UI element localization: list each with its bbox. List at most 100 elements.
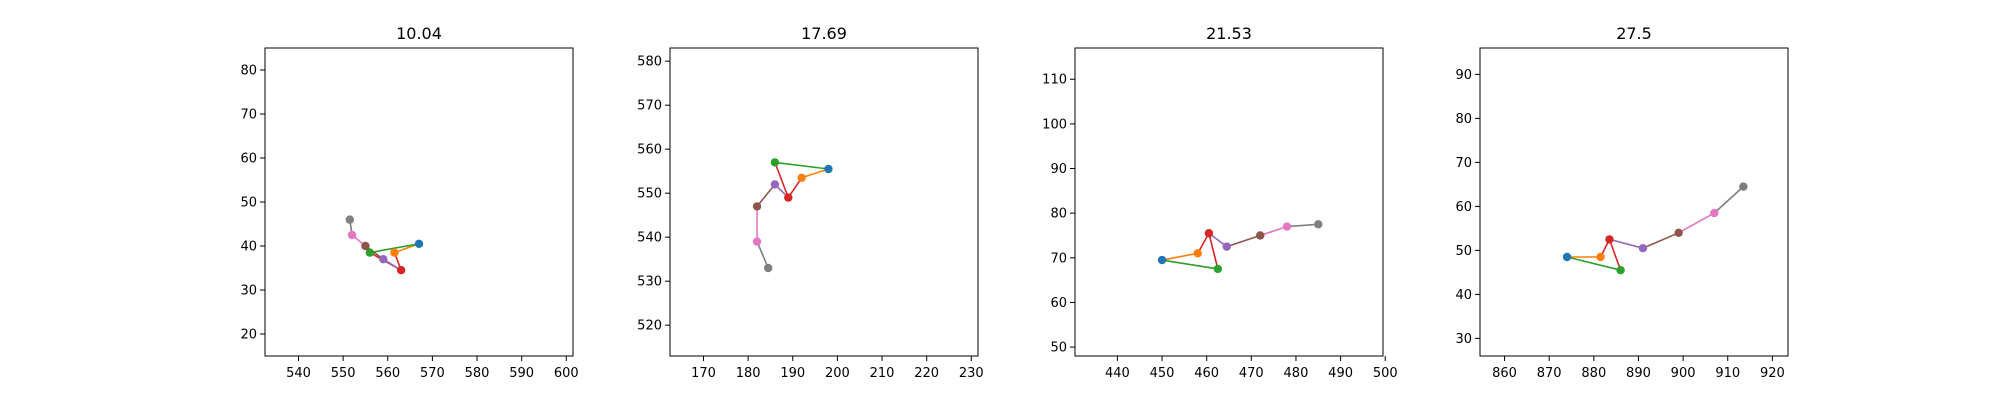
subplot-4-x-tick-label: 880 [1581,366,1606,381]
subplot-2-point [770,180,780,189]
subplot-3-point [1193,249,1202,258]
subplot-4-edge [1642,232,1679,249]
subplot-1-point [365,248,375,257]
subplot-3-y-tick-label: 110 [1042,73,1067,88]
subplot-2-point [752,202,762,211]
subplot-1-edge [369,243,420,254]
subplot-4-point [1710,208,1719,218]
subplot-4-y-tick-label: 50 [1455,244,1472,259]
subplot-4-edge [1608,239,1622,271]
subplot-2-y-tick-label: 540 [637,231,662,246]
subplot-3-y-tick-label: 50 [1050,341,1067,356]
subplot-3-edge [1226,234,1261,248]
subplot-4-edge [1566,256,1621,271]
subplot-4-point [1674,228,1683,237]
subplot-3-point [1157,255,1167,265]
subplot-3-x-tick-label: 450 [1150,366,1175,381]
subplot-3-y-tick-label: 80 [1050,207,1067,222]
subplot-4-point [1638,244,1648,253]
subplot-2-y-tick-label: 520 [637,319,662,334]
subplot-4-point [1596,252,1605,262]
subplot-4-point [1739,182,1748,191]
subplot-2-x-tick-label: 210 [870,366,895,381]
subplot-4-edge [1713,186,1744,214]
subplot-4-point [1616,266,1625,275]
subplot-1-y-tick-label: 80 [240,64,257,79]
subplot-2-x-tick-label: 170 [691,366,716,381]
subplot-3-x-tick-label: 500 [1373,366,1398,381]
subplot-3-title: 21.53 [1206,24,1252,43]
subplot-2-axes-frame [669,47,979,357]
subplot-2-x-tick-label: 180 [736,366,761,381]
subplot-3-point [1314,220,1323,229]
subplot-4-y-tick-label: 60 [1455,200,1472,215]
subplot-1-y-tick-label: 20 [240,328,257,343]
subplot-1: 10.04 540 550 560 570 580 590 600 20 30 40 50 60 70 8… [240,24,578,381]
subplot-4-x-tick-label: 920 [1760,366,1785,381]
subplot-4-point [1562,252,1572,262]
subplot-2-point [752,237,762,246]
subplot-2: 17.69 170 180 190 200 210 220 230 520 530 540 550 5… [637,24,984,381]
subplot-2-edge [774,161,829,170]
subplot-1-point [347,230,357,240]
subplot-3-y-tick-label: 100 [1042,117,1067,132]
subplot-3-axes-frame [1074,47,1384,357]
subplot-3-point [1222,242,1231,251]
subplot-4-axes-frame [1479,47,1789,357]
subplot-2-edge [756,183,776,207]
subplot-1-point [414,239,424,248]
subplot-1-x-tick-label: 560 [375,366,400,381]
subplot-4-x-tick-label: 900 [1671,366,1696,381]
subplot-2-y-tick-label: 580 [637,55,662,70]
subplot-2-edge [774,162,790,198]
subplot-2-y-tick-label: 530 [637,275,662,290]
subplot-4-y-tick-label: 40 [1455,288,1472,303]
subplot-1-x-tick-label: 580 [465,366,490,381]
subplot-4-edge [1609,238,1644,249]
subplot-2-y-tick-label: 560 [637,143,662,158]
subplot-3-point [1204,229,1214,238]
subplot-2-x-tick-label: 200 [825,366,850,381]
subplot-3-point [1213,264,1223,274]
subplot-1-point [379,255,388,264]
subplot-2-point [784,193,793,202]
subplot-2-point [824,164,833,174]
subplot-3-y-tick-label: 60 [1050,296,1067,311]
subplot-1-y-tick-label: 50 [240,196,257,211]
subplot-3-edge [1259,225,1288,237]
subplot-1-title: 10.04 [396,24,442,43]
subplot-1-x-tick-label: 570 [420,366,445,381]
subplot-2-title: 17.69 [801,24,847,43]
subplot-1-x-tick-label: 550 [331,366,356,381]
subplot-3-point [1256,231,1265,240]
subplot-3-edge [1286,223,1319,228]
subplot-2-x-tick-label: 190 [780,366,805,381]
subplot-2-point [797,173,806,182]
subplot-2-y-tick-label: 570 [637,99,662,114]
subplot-4-x-tick-label: 910 [1715,366,1740,381]
subplot-2-point [770,158,780,167]
subplot-1-point [396,266,406,275]
subplot-1-y-tick-label: 40 [240,240,257,255]
subplot-2-edge [801,168,829,179]
subplot-3-edge [1161,252,1198,261]
subplot-4-y-tick-label: 70 [1455,156,1472,171]
subplot-3-x-tick-label: 440 [1105,366,1130,381]
subplot-1-point [390,248,399,257]
subplot-2-point [764,263,773,273]
subplot-4-edge [1678,212,1715,234]
subplot-4-y-tick-label: 30 [1455,332,1472,347]
subplot-2-x-tick-label: 230 [959,366,984,381]
subplot-4-x-tick-label: 860 [1492,366,1517,381]
subplot-1-y-tick-label: 70 [240,108,257,123]
subplot-3: 21.53 440 450 460 470 480 490 500 50 60 70 80 90 100… [1042,24,1397,381]
subplot-2-edge [756,241,769,269]
subplot-3-x-tick-label: 470 [1239,366,1264,381]
subplot-1-x-tick-label: 590 [509,366,534,381]
subplot-1-point [345,215,355,224]
subplot-3-x-tick-label: 460 [1194,366,1219,381]
subplot-4-title: 27.5 [1616,24,1652,43]
subplot-3-y-tick-label: 70 [1050,251,1067,266]
subplot-3-point [1282,222,1292,231]
